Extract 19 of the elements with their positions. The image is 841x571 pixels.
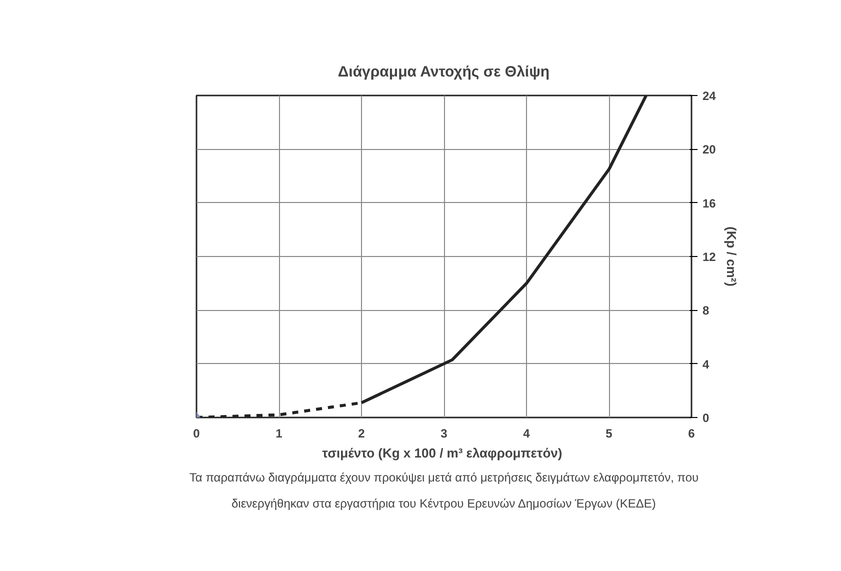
x-tick-label: 3 (440, 426, 448, 440)
y-tick-label: 12 (702, 250, 716, 264)
x-tick-label: 5 (606, 426, 613, 440)
x-tick-label: 4 (523, 426, 530, 440)
y-tick-label: 24 (702, 89, 716, 103)
x-axis-title: τσιμέντο (Kg x 100 / m³ ελαφρομπετόν) (322, 446, 562, 460)
y-tick-label: 20 (702, 142, 716, 157)
y-tick-label: 8 (702, 304, 710, 318)
y-tick-label: 4 (702, 357, 710, 372)
y-tick-label: 16 (702, 196, 716, 210)
x-tick-label: 6 (688, 426, 696, 440)
x-tick-label: 2 (358, 426, 366, 440)
text: διενεργήθηκαν στα εργαστήρια του Κέντρου Ερευνών Δημοσίων Έργων (ΚΕΔΕ) (231, 496, 656, 510)
text: Τα παραπάνω διαγράμματα έχουν προκύψει μετά από μετρήσεις δειγμάτων ελαφρομπετόν, που (189, 470, 699, 484)
y-tick-label: 0 (702, 411, 710, 425)
chart-title: Διάγραμμα Αντοχής σε Θλίψη (338, 64, 550, 80)
x-tick-label: 0 (193, 426, 200, 440)
x-tick-label: 1 (276, 426, 283, 440)
y-axis-title: (Kp / cm²) (724, 226, 739, 286)
